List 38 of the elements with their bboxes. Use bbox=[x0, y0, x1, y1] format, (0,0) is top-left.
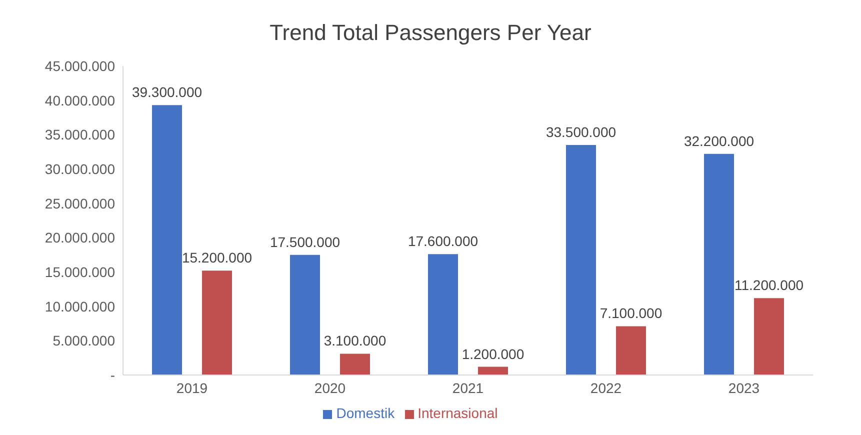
data-label: 39.300.000 bbox=[132, 84, 202, 100]
bar bbox=[704, 154, 734, 375]
data-label: 1.200.000 bbox=[462, 346, 524, 362]
data-label: 3.100.000 bbox=[324, 332, 386, 349]
bar bbox=[428, 254, 458, 375]
y-tick-label: 35.000.000 bbox=[44, 126, 116, 143]
x-tick-label: 2019 bbox=[176, 380, 208, 396]
data-label: 11.200.000 bbox=[734, 277, 804, 294]
data-label: 17.600.000 bbox=[408, 233, 478, 250]
y-tick-label: - bbox=[110, 366, 116, 383]
bar bbox=[152, 105, 182, 375]
x-tick-label: 2020 bbox=[314, 380, 346, 396]
y-tick-label: 40.000.000 bbox=[44, 92, 116, 108]
bar bbox=[478, 366, 508, 375]
data-label: 32.200.000 bbox=[684, 132, 754, 149]
y-tick-label: 10.000.000 bbox=[44, 298, 116, 314]
chart-title: Trend Total Passengers Per Year bbox=[268, 19, 592, 47]
x-tick-label: 2021 bbox=[452, 380, 484, 396]
data-label: 33.500.000 bbox=[546, 124, 616, 140]
bar bbox=[754, 298, 784, 375]
y-tick-label: 5.000.000 bbox=[52, 332, 116, 349]
bar bbox=[290, 254, 320, 375]
legend-label: Domestik bbox=[336, 405, 395, 421]
y-tick-label: 30.000.000 bbox=[44, 160, 116, 177]
data-label: 15.200.000 bbox=[182, 250, 252, 266]
y-tick-label: 25.000.000 bbox=[44, 195, 116, 212]
y-tick-label: 45.000.000 bbox=[44, 58, 116, 74]
x-tick-label: 2022 bbox=[590, 380, 622, 396]
bar bbox=[566, 144, 596, 375]
bar bbox=[202, 270, 232, 375]
y-tick-label: 15.000.000 bbox=[44, 264, 116, 280]
legend-label: Internasional bbox=[418, 405, 498, 421]
y-tick-label: 20.000.000 bbox=[44, 230, 116, 246]
bar bbox=[616, 326, 646, 375]
bar bbox=[340, 354, 370, 375]
data-label: 7.100.000 bbox=[600, 305, 662, 322]
x-tick-label: 2023 bbox=[728, 380, 760, 396]
data-label: 17.500.000 bbox=[270, 234, 340, 250]
